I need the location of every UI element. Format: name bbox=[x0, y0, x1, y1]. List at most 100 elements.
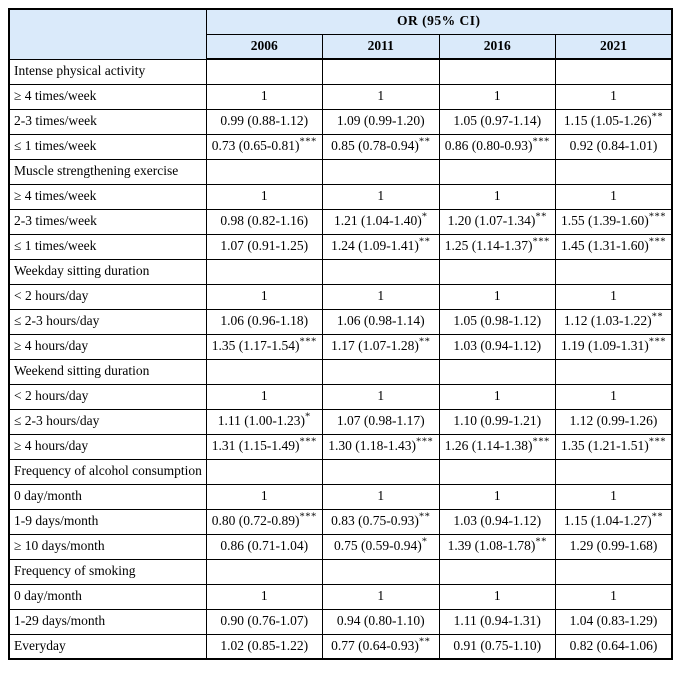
row-label: 1-29 days/month bbox=[8, 608, 207, 635]
or-cell: 1 bbox=[322, 483, 440, 510]
or-cell: 1.26 (1.14-1.38)*** bbox=[438, 433, 556, 460]
empty-cell bbox=[555, 58, 673, 85]
empty-cell bbox=[205, 58, 323, 85]
empty-cell bbox=[438, 558, 556, 585]
or-cell: 0.98 (0.82-1.16) bbox=[205, 208, 323, 235]
or-results-table: OR (95% CI) 2006 2011 2016 2021 Intense … bbox=[8, 8, 673, 660]
empty-cell bbox=[322, 158, 440, 185]
significance-stars: *** bbox=[416, 436, 434, 448]
empty-cell bbox=[438, 258, 556, 285]
row-label: ≥ 4 times/week bbox=[8, 83, 207, 110]
table-row: Everyday 1.02 (0.85-1.22) 0.77 (0.64-0.93)… bbox=[8, 633, 673, 660]
significance-stars: ** bbox=[651, 511, 664, 523]
significance-stars: *** bbox=[648, 211, 666, 223]
or-cell: 1.03 (0.94-1.12) bbox=[438, 508, 556, 535]
or-cell: 1 bbox=[438, 583, 556, 610]
or-cell: 1.15 (1.04-1.27)** bbox=[555, 508, 673, 535]
table-row: ≤ 1 times/week 0.73 (0.65-0.81)*** 0.85 (0… bbox=[8, 133, 673, 160]
or-cell: 0.75 (0.59-0.94)* bbox=[322, 533, 440, 560]
table-row: 1-9 days/month 0.80 (0.72-0.89)*** 0.83 (0… bbox=[8, 508, 673, 535]
table-row: 1-29 days/month 0.90 (0.76-1.07) 0.94 (0.8… bbox=[8, 608, 673, 635]
or-cell: 1 bbox=[322, 583, 440, 610]
or-cell: 1 bbox=[438, 283, 556, 310]
or-cell: 1 bbox=[322, 83, 440, 110]
significance-stars: *** bbox=[299, 436, 317, 448]
or-cell: 1 bbox=[555, 583, 673, 610]
table-row: ≥ 10 days/month 0.86 (0.71-1.04) 0.75 (0.5… bbox=[8, 533, 673, 560]
row-label: Everyday bbox=[8, 633, 207, 660]
significance-stars: ** bbox=[418, 236, 431, 248]
empty-cell bbox=[322, 558, 440, 585]
or-cell: 0.86 (0.71-1.04) bbox=[205, 533, 323, 560]
or-cell: 0.77 (0.64-0.93)** bbox=[322, 633, 440, 660]
section-row: Frequency of smoking bbox=[8, 558, 673, 585]
or-cell: 1.12 (0.99-1.26) bbox=[555, 408, 673, 435]
or-cell: 0.83 (0.75-0.93)** bbox=[322, 508, 440, 535]
or-cell: 0.85 (0.78-0.94)** bbox=[322, 133, 440, 160]
or-cell: 1.29 (0.99-1.68) bbox=[555, 533, 673, 560]
or-cell: 1 bbox=[555, 483, 673, 510]
significance-stars: *** bbox=[299, 136, 317, 148]
empty-cell bbox=[438, 458, 556, 485]
or-cell: 1.03 (0.94-1.12) bbox=[438, 333, 556, 360]
empty-cell bbox=[205, 158, 323, 185]
or-cell: 1 bbox=[322, 183, 440, 210]
significance-stars: ** bbox=[651, 111, 664, 123]
or-cell: 0.91 (0.75-1.10) bbox=[438, 633, 556, 660]
or-cell: 1.35 (1.17-1.54)*** bbox=[205, 333, 323, 360]
or-cell: 1 bbox=[205, 483, 323, 510]
section-row: Frequency of alcohol consumption bbox=[8, 458, 673, 485]
or-cell: 1.11 (0.94-1.31) bbox=[438, 608, 556, 635]
or-cell: 1 bbox=[205, 383, 323, 410]
empty-cell bbox=[205, 558, 323, 585]
empty-cell bbox=[205, 458, 323, 485]
or-cell: 1.02 (0.85-1.22) bbox=[205, 633, 323, 660]
or-cell: 1 bbox=[438, 383, 556, 410]
or-cell: 1.15 (1.05-1.26)** bbox=[555, 108, 673, 135]
table-row: < 2 hours/day 1 1 1 1 bbox=[8, 383, 673, 410]
or-cell: 1.06 (0.98-1.14) bbox=[322, 308, 440, 335]
or-cell: 1 bbox=[438, 183, 556, 210]
empty-cell bbox=[205, 358, 323, 385]
significance-stars: ** bbox=[535, 536, 547, 548]
table-row: < 2 hours/day 1 1 1 1 bbox=[8, 283, 673, 310]
year-header-2006: 2006 bbox=[205, 33, 323, 60]
table-row: ≥ 4 hours/day 1.31 (1.15-1.49)*** 1.30 (1.… bbox=[8, 433, 673, 460]
significance-stars: * bbox=[421, 536, 428, 548]
row-label: 0 day/month bbox=[8, 583, 207, 610]
section-row: Weekend sitting duration bbox=[8, 358, 673, 385]
or-cell: 1.24 (1.09-1.41)** bbox=[322, 233, 440, 260]
empty-cell bbox=[322, 358, 440, 385]
year-header-row: 2006 2011 2016 2021 bbox=[9, 33, 673, 60]
section-title: Frequency of smoking bbox=[8, 558, 207, 585]
or-cell: 1.11 (1.00-1.23)* bbox=[205, 408, 323, 435]
significance-stars: ** bbox=[418, 136, 431, 148]
or-cell: 1.21 (1.04-1.40)* bbox=[322, 208, 440, 235]
table-row: ≤ 1 times/week 1.07 (0.91-1.25) 1.24 (1.09… bbox=[8, 233, 673, 260]
or-cell: 1 bbox=[205, 83, 323, 110]
section-row: Weekday sitting duration bbox=[8, 258, 673, 285]
table-body: Intense physical activity ≥ 4 times/week 1… bbox=[8, 58, 673, 660]
table-row: 2-3 times/week 0.98 (0.82-1.16) 1.21 (1.04… bbox=[8, 208, 673, 235]
significance-stars: ** bbox=[535, 211, 547, 223]
or-cell: 1.06 (0.96-1.18) bbox=[205, 308, 323, 335]
or-cell: 1 bbox=[438, 83, 556, 110]
row-label: 1-9 days/month bbox=[8, 508, 207, 535]
empty-cell bbox=[205, 258, 323, 285]
row-label: < 2 hours/day bbox=[8, 283, 207, 310]
section-title: Muscle strengthening exercise bbox=[8, 158, 207, 185]
table-row: 2-3 times/week 0.99 (0.88-1.12) 1.09 (0.99… bbox=[8, 108, 673, 135]
row-label: ≥ 4 hours/day bbox=[8, 433, 207, 460]
empty-cell bbox=[438, 158, 556, 185]
or-cell: 1.31 (1.15-1.49)*** bbox=[205, 433, 323, 460]
or-cell: 1.25 (1.14-1.37)*** bbox=[438, 233, 556, 260]
or-cell: 1 bbox=[205, 183, 323, 210]
or-cell: 0.86 (0.80-0.93)*** bbox=[438, 133, 556, 160]
or-cell: 1 bbox=[555, 383, 673, 410]
significance-stars: *** bbox=[532, 436, 550, 448]
significance-stars: * bbox=[305, 411, 311, 423]
or-cell: 1.45 (1.31-1.60)*** bbox=[555, 233, 673, 260]
or-cell: 0.99 (0.88-1.12) bbox=[205, 108, 323, 135]
significance-stars: ** bbox=[418, 511, 431, 523]
significance-stars: *** bbox=[648, 436, 666, 448]
